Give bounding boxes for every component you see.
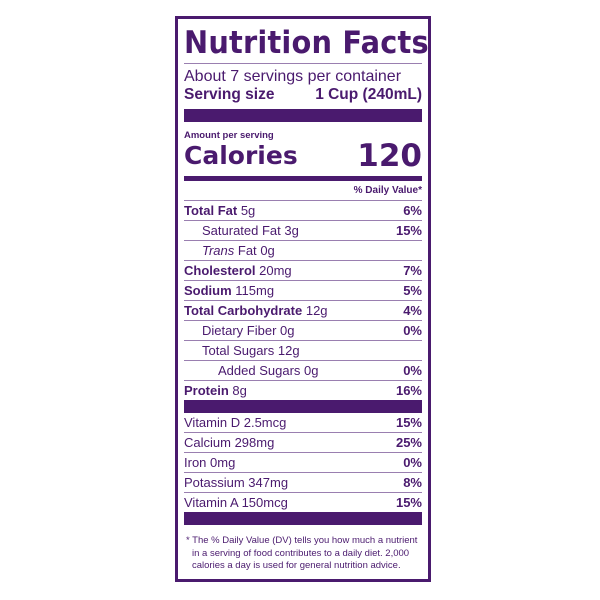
thick-divider — [184, 109, 422, 122]
vitamin-name-amount: Potassium 347mg — [184, 475, 289, 490]
nutrient-name: Saturated Fat — [202, 223, 281, 238]
nutrient-row: Cholesterol 20mg 7% — [184, 260, 422, 280]
vitamin-daily-value: 25% — [395, 435, 422, 450]
label-title: Nutrition Facts — [184, 25, 429, 61]
vitamin-name-amount: Calcium 298mg — [184, 435, 275, 450]
nutrient-name-suffix: Fat — [237, 243, 257, 258]
nutrient-amount: 115mg — [235, 283, 275, 298]
nutrition-facts-label: Nutrition Facts About 7 servings per con… — [175, 16, 431, 582]
nutrient-name: Sodium — [184, 283, 232, 298]
nutrient-daily-value: 15% — [395, 223, 422, 238]
calories-label: Calories — [184, 141, 298, 170]
nutrient-name-amount: Dietary Fiber 0g — [202, 321, 295, 340]
nutrient-row: Protein 8g 16% — [184, 380, 422, 400]
nutrient-name-amount: Trans Fat 0g — [202, 241, 275, 260]
nutrient-name: Cholesterol — [184, 263, 256, 278]
nutrient-amount: 12g — [305, 303, 328, 318]
nutrient-name: Dietary Fiber — [202, 323, 277, 338]
nutrient-amount: 12g — [277, 343, 300, 358]
nutrient-row: Dietary Fiber 0g 0% — [184, 320, 422, 340]
vitamin-name-amount: Vitamin A 150mcg — [184, 495, 288, 510]
nutrient-amount: 8g — [232, 383, 247, 398]
calories-row: Calories 120 — [184, 141, 422, 173]
daily-value-header: % Daily Value* — [353, 185, 422, 196]
calories-value: 120 — [357, 138, 422, 174]
nutrient-list: Total Fat 5g 6% Saturated Fat 3g 15% Trans F… — [184, 200, 422, 400]
vitamin-name-amount: Iron 0mg — [184, 455, 236, 470]
nutrient-daily-value: 5% — [403, 283, 422, 298]
nutrient-daily-value: 0% — [403, 323, 422, 338]
nutrient-daily-value: 0% — [403, 363, 422, 378]
nutrient-name: Trans — [202, 243, 235, 258]
divider — [184, 63, 422, 64]
vitamin-daily-value: 0% — [403, 455, 422, 470]
nutrient-row: Sodium 115mg 5% — [184, 280, 422, 300]
nutrient-name-amount: Total Fat 5g — [184, 201, 255, 220]
vitamin-row: Calcium 298mg 25% — [184, 432, 422, 452]
nutrient-daily-value: 7% — [403, 263, 422, 278]
nutrient-name: Total Fat — [184, 203, 238, 218]
vitamin-list: Vitamin D 2.5mcg 15% Calcium 298mg 25% Iron … — [184, 413, 422, 512]
nutrient-daily-value: 6% — [403, 203, 422, 218]
vitamin-row: Iron 0mg 0% — [184, 452, 422, 472]
nutrient-row: Total Fat 5g 6% — [184, 200, 422, 220]
nutrient-name-amount: Protein 8g — [184, 381, 247, 400]
nutrient-amount: 0g — [280, 323, 295, 338]
nutrient-amount: 0g — [260, 243, 275, 258]
vitamin-daily-value: 15% — [395, 415, 422, 430]
nutrient-row: Total Carbohydrate 12g 4% — [184, 300, 422, 320]
nutrient-amount: 5g — [240, 203, 256, 218]
nutrient-name: Total Carbohydrate — [184, 303, 303, 318]
nutrient-amount: 0g — [304, 363, 319, 378]
amount-per-serving: Amount per serving — [184, 130, 274, 141]
serving-size-label: Serving size — [184, 86, 275, 103]
vitamin-row: Vitamin D 2.5mcg 15% — [184, 413, 422, 432]
nutrient-amount: 3g — [284, 223, 299, 238]
nutrient-name-amount: Sodium 115mg — [184, 281, 274, 300]
footnote: * The % Daily Value (DV) tells you how m… — [186, 535, 418, 571]
nutrient-name-amount: Total Carbohydrate 12g — [184, 301, 328, 320]
medium-divider — [184, 176, 422, 181]
thick-divider — [184, 400, 422, 413]
thick-divider — [184, 512, 422, 525]
vitamin-row: Vitamin A 150mcg 15% — [184, 492, 422, 512]
vitamin-daily-value: 8% — [403, 475, 422, 490]
serving-size: Serving size 1 Cup (240mL) — [184, 86, 422, 104]
nutrient-row: Added Sugars 0g 0% — [184, 360, 422, 380]
nutrient-name-amount: Added Sugars 0g — [218, 361, 319, 380]
vitamin-row: Potassium 347mg 8% — [184, 472, 422, 492]
nutrient-row: Trans Fat 0g — [184, 240, 422, 260]
nutrient-name-amount: Saturated Fat 3g — [202, 221, 299, 240]
nutrient-amount: 20mg — [259, 263, 292, 278]
serving-size-value: 1 Cup (240mL) — [315, 86, 422, 103]
nutrient-row: Saturated Fat 3g 15% — [184, 220, 422, 240]
vitamin-name-amount: Vitamin D 2.5mcg — [184, 415, 287, 430]
nutrient-daily-value: 16% — [395, 383, 422, 398]
nutrient-name: Added Sugars — [218, 363, 301, 378]
nutrient-name: Total Sugars — [202, 343, 275, 358]
nutrient-name: Protein — [184, 383, 229, 398]
nutrient-name-amount: Cholesterol 20mg — [184, 261, 292, 280]
servings-per-container: About 7 servings per container — [184, 68, 402, 85]
nutrient-name-amount: Total Sugars 12g — [202, 341, 300, 360]
nutrient-row: Total Sugars 12g — [184, 340, 422, 360]
vitamin-daily-value: 15% — [395, 495, 422, 510]
nutrient-daily-value: 4% — [403, 303, 422, 318]
